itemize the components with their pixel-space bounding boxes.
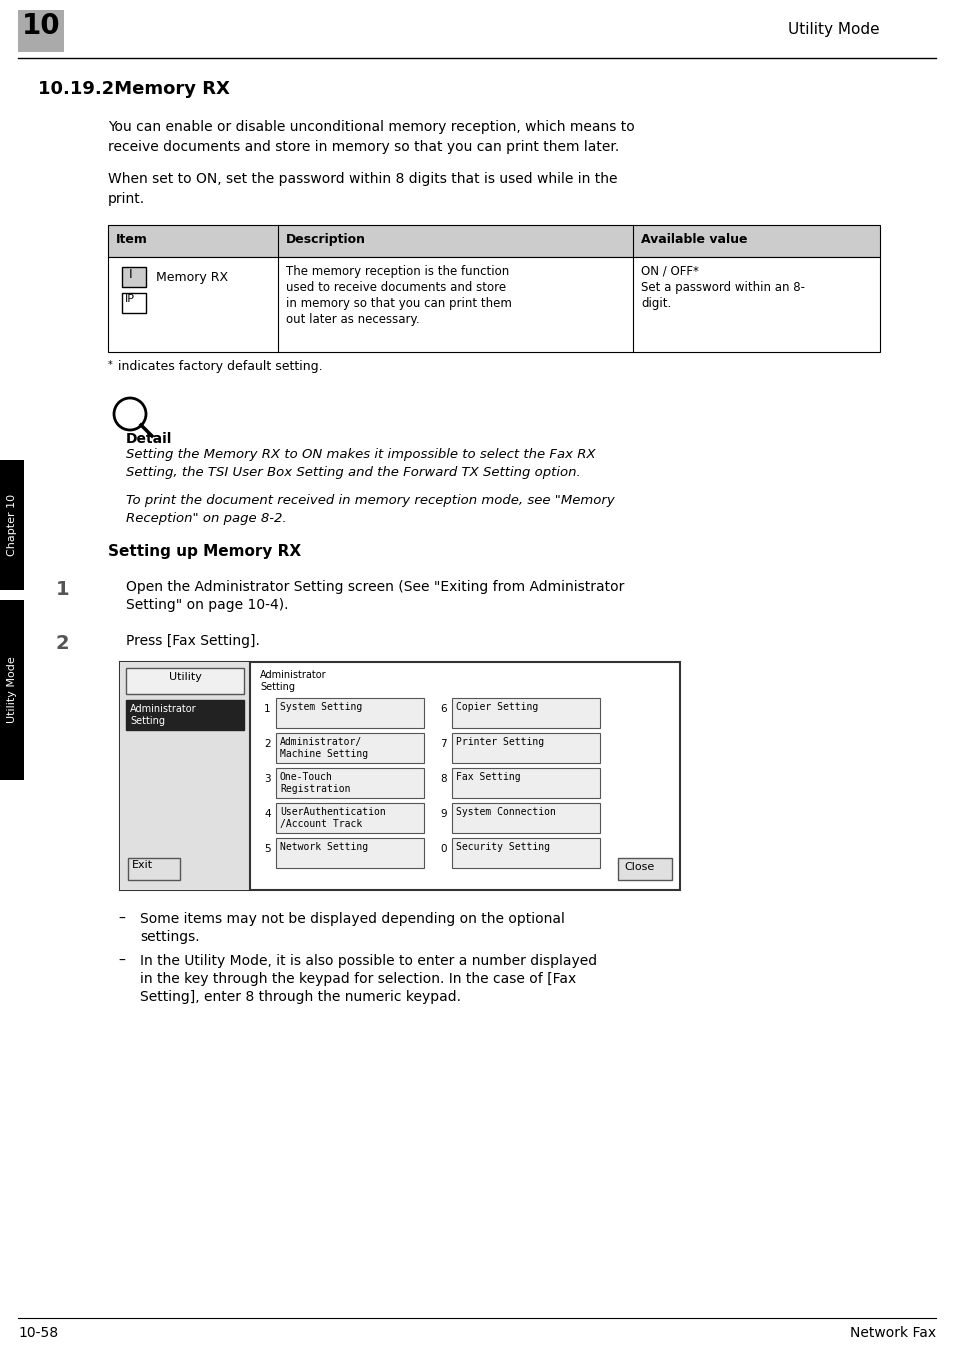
Text: ON / OFF*: ON / OFF*	[640, 265, 699, 279]
Text: Administrator
Setting: Administrator Setting	[130, 704, 196, 726]
Text: in memory so that you can print them: in memory so that you can print them	[286, 297, 512, 310]
Text: 10: 10	[22, 12, 61, 41]
Bar	[275, 698, 423, 727]
Text: Close: Close	[623, 863, 654, 872]
Text: Setting" on page 10-4).: Setting" on page 10-4).	[126, 598, 288, 612]
Text: Copier Setting: Copier Setting	[456, 702, 537, 713]
Text: Reception" on page 8-2.: Reception" on page 8-2.	[126, 512, 286, 525]
Bar	[618, 859, 671, 880]
Text: Administrator/: Administrator/	[280, 737, 362, 748]
Text: Detail: Detail	[126, 433, 172, 446]
Text: Open the Administrator Setting screen (See "Exiting from Administrator: Open the Administrator Setting screen (S…	[126, 580, 623, 594]
Text: settings.: settings.	[140, 930, 199, 944]
Bar	[275, 768, 423, 798]
Text: One-Touch: One-Touch	[280, 772, 333, 781]
Text: digit.: digit.	[640, 297, 671, 310]
Bar	[275, 803, 423, 833]
Bar	[452, 768, 599, 798]
Bar	[120, 662, 250, 890]
Text: System Connection: System Connection	[456, 807, 556, 817]
Bar	[452, 803, 599, 833]
Text: 0: 0	[439, 844, 446, 854]
Bar	[452, 698, 599, 727]
Text: Exit: Exit	[132, 860, 153, 869]
Text: Set a password within an 8-: Set a password within an 8-	[640, 281, 804, 293]
Text: The memory reception is the function: The memory reception is the function	[286, 265, 509, 279]
Text: Machine Setting: Machine Setting	[280, 749, 368, 758]
Text: To print the document received in memory reception mode, see "Memory: To print the document received in memory…	[126, 493, 614, 507]
Text: 5: 5	[264, 844, 271, 854]
Text: 3: 3	[264, 773, 271, 784]
Text: Setting the Memory RX to ON makes it impossible to select the Fax RX: Setting the Memory RX to ON makes it imp…	[126, 448, 595, 461]
Text: Utility Mode: Utility Mode	[787, 22, 879, 37]
Text: Printer Setting: Printer Setting	[456, 737, 543, 748]
Text: 1: 1	[56, 580, 70, 599]
Bar	[108, 257, 879, 352]
Text: 10.19.2Memory RX: 10.19.2Memory RX	[38, 80, 230, 97]
Text: Setting up Memory RX: Setting up Memory RX	[108, 544, 301, 558]
Bar	[275, 838, 423, 868]
Text: in the key through the keypad for selection. In the case of [Fax: in the key through the keypad for select…	[140, 972, 576, 986]
Text: Network Fax: Network Fax	[849, 1326, 935, 1340]
Bar	[452, 733, 599, 763]
Text: Administrator
Setting: Administrator Setting	[260, 671, 326, 692]
Text: –: –	[118, 913, 125, 926]
Bar	[0, 460, 24, 589]
Text: Utility: Utility	[169, 672, 201, 681]
Text: *: *	[108, 360, 112, 370]
Text: You can enable or disable unconditional memory reception, which means to: You can enable or disable unconditional …	[108, 120, 634, 134]
Text: 2: 2	[264, 740, 271, 749]
Text: –: –	[118, 955, 125, 968]
Text: When set to ON, set the password within 8 digits that is used while in the: When set to ON, set the password within …	[108, 172, 617, 187]
Text: I: I	[129, 268, 132, 281]
Text: IP: IP	[125, 293, 135, 304]
Text: Chapter 10: Chapter 10	[7, 493, 17, 556]
Bar	[0, 600, 24, 780]
Text: Security Setting: Security Setting	[456, 842, 550, 852]
Text: Fax Setting: Fax Setting	[456, 772, 520, 781]
Text: Network Setting: Network Setting	[280, 842, 368, 852]
Text: indicates factory default setting.: indicates factory default setting.	[113, 360, 322, 373]
Text: Memory RX: Memory RX	[156, 270, 228, 284]
Text: print.: print.	[108, 192, 145, 206]
Bar	[452, 838, 599, 868]
Text: Available value: Available value	[640, 233, 747, 246]
Text: 8: 8	[439, 773, 446, 784]
Text: In the Utility Mode, it is also possible to enter a number displayed: In the Utility Mode, it is also possible…	[140, 955, 597, 968]
Bar	[122, 266, 146, 287]
Text: receive documents and store in memory so that you can print them later.: receive documents and store in memory so…	[108, 141, 618, 154]
Text: Registration: Registration	[280, 784, 350, 794]
Bar	[122, 293, 146, 314]
Text: 6: 6	[439, 704, 446, 714]
Bar	[128, 859, 180, 880]
Text: out later as necessary.: out later as necessary.	[286, 314, 419, 326]
Text: Press [Fax Setting].: Press [Fax Setting].	[126, 634, 259, 648]
Bar	[18, 9, 64, 51]
Text: used to receive documents and store: used to receive documents and store	[286, 281, 506, 293]
Text: Setting], enter 8 through the numeric keypad.: Setting], enter 8 through the numeric ke…	[140, 990, 460, 1005]
Text: Setting, the TSI User Box Setting and the Forward TX Setting option.: Setting, the TSI User Box Setting and th…	[126, 466, 580, 479]
Text: 7: 7	[439, 740, 446, 749]
Text: Description: Description	[286, 233, 366, 246]
Text: Some items may not be displayed depending on the optional: Some items may not be displayed dependin…	[140, 913, 564, 926]
Text: 9: 9	[439, 808, 446, 819]
Text: 10-58: 10-58	[18, 1326, 58, 1340]
Bar	[126, 668, 244, 694]
Text: Utility Mode: Utility Mode	[7, 657, 17, 723]
Text: 4: 4	[264, 808, 271, 819]
Bar	[126, 700, 244, 730]
Text: System Setting: System Setting	[280, 702, 362, 713]
Text: UserAuthentication: UserAuthentication	[280, 807, 385, 817]
Bar	[108, 224, 879, 257]
Bar	[275, 733, 423, 763]
Text: 2: 2	[56, 634, 70, 653]
Bar	[120, 662, 679, 890]
Text: 1: 1	[264, 704, 271, 714]
Text: Item: Item	[116, 233, 148, 246]
Text: /Account Track: /Account Track	[280, 819, 362, 829]
